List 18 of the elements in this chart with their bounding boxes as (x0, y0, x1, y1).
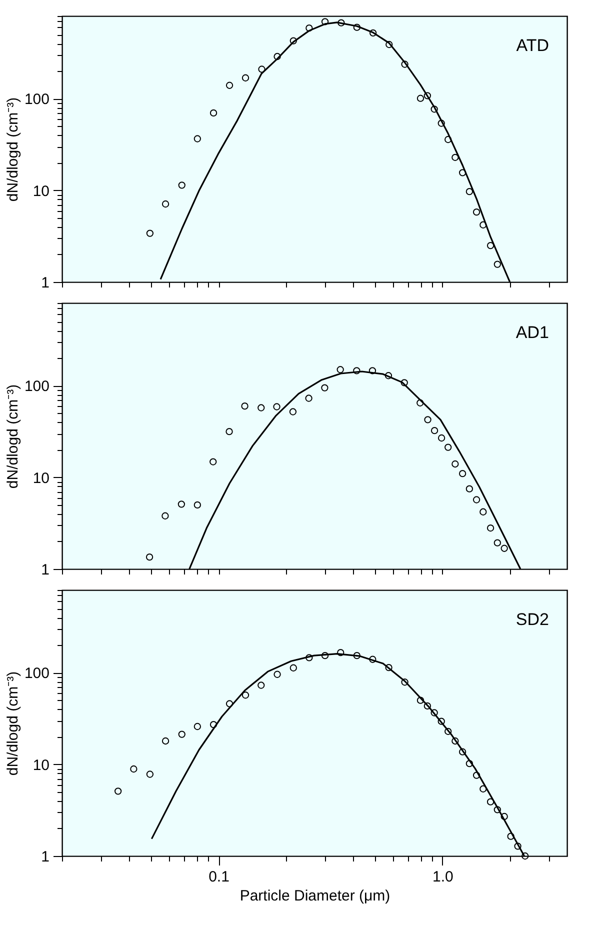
y-tick-label: 1 (41, 274, 50, 292)
y-tick-label: 1 (41, 848, 50, 866)
x-tick-label: 1.0 (432, 868, 454, 886)
y-tick-label: 100 (24, 665, 50, 682)
y-tick-label: 100 (24, 91, 50, 108)
y-axis-title: dN/dlogd (cm⁻³) (4, 384, 22, 489)
annotation: AD1 (516, 323, 549, 342)
y-tick-label: 10 (32, 470, 50, 487)
y-axis-title: dN/dlogd (cm⁻³) (4, 671, 22, 776)
y-axis-title: dN/dlogd (cm⁻³) (4, 97, 22, 202)
y-tick-label: 10 (32, 756, 50, 774)
y-tick-label: 1 (41, 562, 50, 578)
y-tick-label: 10 (32, 182, 50, 200)
x-axis-title: Particle Diameter (μm) (240, 888, 390, 904)
y-tick-label: 100 (24, 378, 50, 396)
x-tick-label: 0.1 (208, 868, 230, 886)
annotation: ATD (516, 36, 549, 55)
annotation: SD2 (516, 610, 549, 629)
